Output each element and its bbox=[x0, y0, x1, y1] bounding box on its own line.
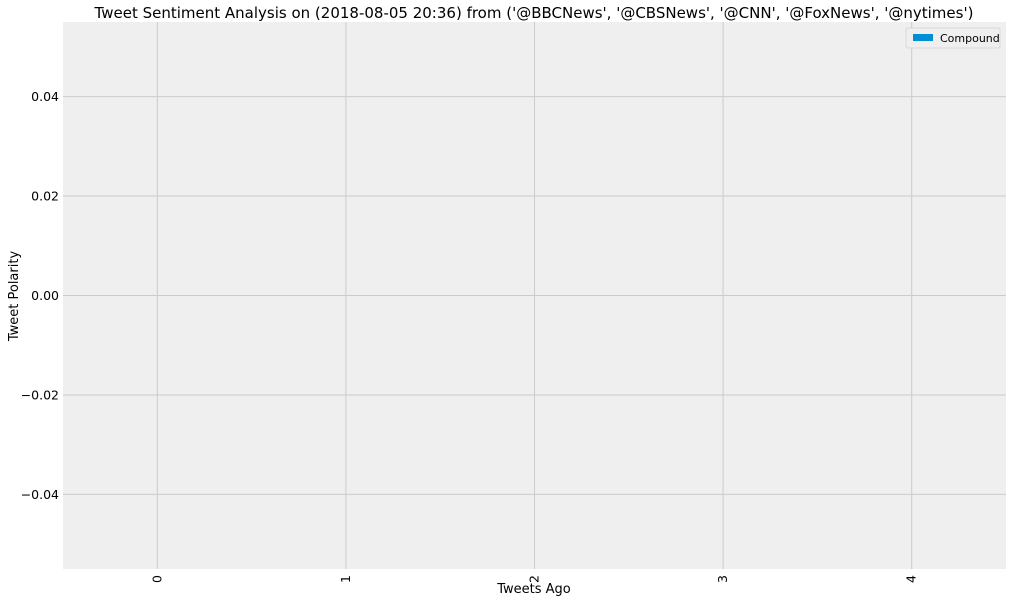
x-tick-label: 1 bbox=[338, 575, 353, 583]
y-ticks: −0.04 −0.02 0.00 0.02 0.04 bbox=[21, 89, 59, 502]
y-tick-label: 0.02 bbox=[31, 189, 59, 204]
legend-label: Compound bbox=[940, 32, 1000, 45]
y-tick-label: −0.02 bbox=[21, 387, 59, 402]
y-tick-label: 0.04 bbox=[31, 89, 59, 104]
y-tick-label: 0.00 bbox=[31, 288, 59, 303]
chart-title: Tweet Sentiment Analysis on (2018-08-05 … bbox=[94, 4, 974, 22]
legend-box bbox=[905, 27, 1001, 49]
x-tick-label: 3 bbox=[715, 575, 730, 583]
y-axis-label: Tweet Polarity bbox=[7, 251, 22, 343]
y-tick-label: −0.04 bbox=[21, 487, 59, 502]
grid bbox=[63, 22, 1006, 569]
x-tick-label: 2 bbox=[527, 575, 542, 583]
legend: Compound bbox=[905, 27, 1001, 49]
x-tick-label: 0 bbox=[149, 575, 164, 583]
x-ticks: 0 1 2 3 4 bbox=[149, 575, 918, 583]
x-tick-label: 4 bbox=[904, 575, 919, 583]
x-axis-label: Tweets Ago bbox=[496, 582, 571, 597]
legend-swatch bbox=[913, 34, 933, 41]
